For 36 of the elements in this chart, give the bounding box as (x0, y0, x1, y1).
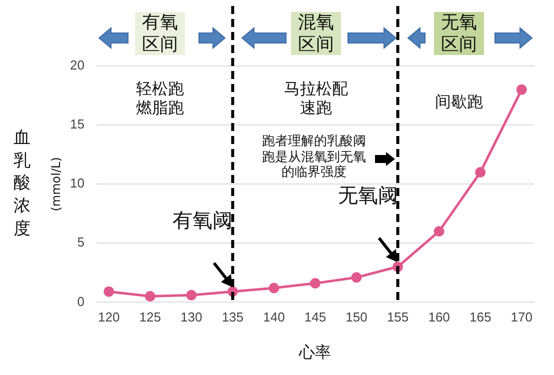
point (186, 290, 197, 300)
y-tick-label: 0 (77, 294, 84, 309)
point (144, 291, 156, 302)
y-axis-title: 血乳酸浓度 (mmol/L) (12, 126, 64, 242)
x-tick-label: 160 (428, 310, 450, 325)
point (516, 84, 527, 95)
x-axis-title: 心率 (298, 342, 332, 362)
point (268, 282, 280, 294)
y-tick-label: 15 (70, 116, 84, 132)
x-tick-label: 145 (304, 310, 326, 325)
x-tick-label: 155 (386, 310, 409, 325)
y-tick-label: 5 (77, 234, 84, 250)
text: 混氧区间 (291, 12, 341, 56)
annotation: 跑者理解的乳酸阈跑是从混氧到无氧的临界强度 (262, 134, 367, 181)
text: 无氧区间 (434, 12, 484, 56)
y-tick-label: 10 (70, 176, 84, 191)
annotation: 间歇跑 (435, 92, 483, 112)
annotation: 无氧阈 (338, 182, 398, 207)
annotation: 轻松跑燃脂跑 (135, 79, 185, 118)
point (351, 272, 362, 283)
text: 有氧区间 (135, 12, 185, 56)
x-tick-label: 170 (510, 310, 532, 325)
point (310, 278, 320, 289)
x-tick-label: 165 (469, 310, 492, 325)
x-tick-label: 135 (222, 310, 244, 325)
point (475, 167, 486, 178)
x-tick-label: 140 (263, 310, 285, 325)
annotation: 马拉松配速跑 (283, 79, 349, 118)
x-tick-label: 150 (346, 310, 368, 325)
annotation: 有氧阈 (172, 208, 233, 232)
x-tick-label: 120 (98, 310, 120, 325)
point (104, 286, 114, 297)
x-tick-label: 125 (139, 310, 161, 325)
x-tick-label: 130 (180, 310, 202, 325)
y-tick-label: 20 (70, 58, 84, 73)
point (434, 226, 444, 237)
